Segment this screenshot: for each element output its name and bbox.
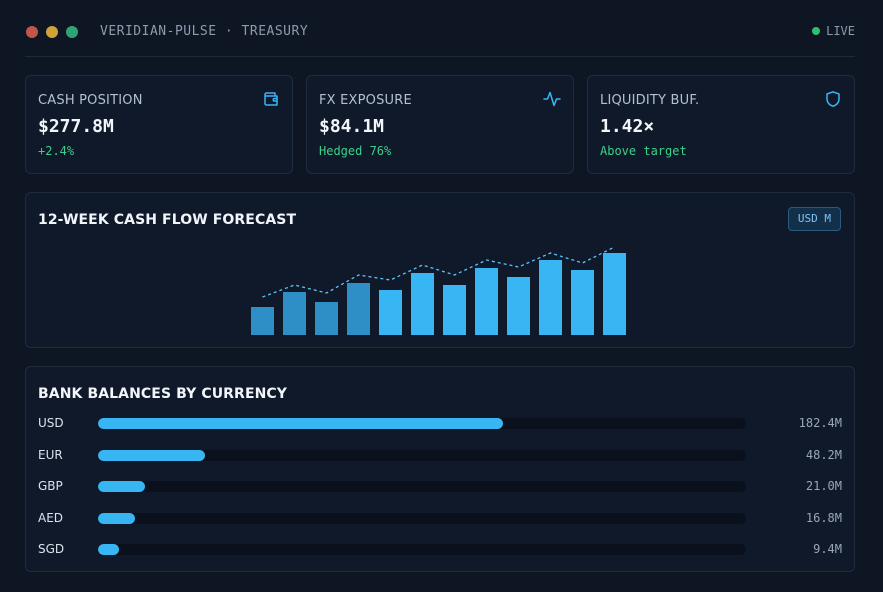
- balance-bar-track: [98, 481, 746, 492]
- forecast-bar: [539, 260, 562, 335]
- title-bar: VERIDIAN-PULSE · TREASURY LIVE: [0, 0, 883, 57]
- kpi-label: LIQUIDITY BUF.: [600, 93, 699, 108]
- kpi-value: $277.8M: [38, 116, 114, 137]
- kpi-value: 1.42×: [600, 116, 654, 137]
- activity-icon: [543, 90, 561, 108]
- balance-bar-fill: [98, 481, 145, 492]
- window-maximize-button[interactable]: [66, 26, 78, 38]
- wallet-icon: [262, 90, 280, 108]
- title-divider: [25, 56, 855, 57]
- balances-title: BANK BALANCES BY CURRENCY: [38, 386, 287, 402]
- balance-bar-track: [98, 513, 746, 524]
- forecast-bar: [411, 273, 434, 335]
- balance-row-usd: USD 182.4M: [38, 415, 842, 431]
- balance-bar-track: [98, 544, 746, 555]
- forecast-bar: [475, 268, 498, 335]
- kpi-card-fx-exposure: FX EXPOSURE $84.1M Hedged 76%: [306, 75, 574, 174]
- live-label: LIVE: [826, 24, 855, 38]
- forecast-panel: 12-WEEK CASH FLOW FORECAST USD M: [25, 192, 855, 348]
- currency-code: AED: [38, 510, 63, 526]
- kpi-card-cash-position: CASH POSITION $277.8M +2.4%: [25, 75, 293, 174]
- currency-code: USD: [38, 415, 64, 431]
- balance-bar-track: [98, 450, 746, 461]
- kpi-label: CASH POSITION: [38, 93, 143, 108]
- balance-amount: 21.0M: [806, 478, 842, 494]
- forecast-bar: [315, 302, 338, 335]
- balance-row-sgd: SGD 9.4M: [38, 541, 842, 557]
- kpi-value: $84.1M: [319, 116, 384, 137]
- balance-bar-fill: [98, 544, 119, 555]
- balance-bar-fill: [98, 450, 205, 461]
- balance-row-aed: AED 16.8M: [38, 510, 842, 526]
- app-title: VERIDIAN-PULSE · TREASURY: [100, 24, 308, 39]
- window-minimize-button[interactable]: [46, 26, 58, 38]
- bank-balances-panel: BANK BALANCES BY CURRENCY USD 182.4M EUR 48…: [25, 366, 855, 572]
- forecast-bar: [347, 283, 370, 335]
- balance-bar-fill: [98, 513, 135, 524]
- balance-amount: 48.2M: [806, 447, 842, 463]
- currency-code: SGD: [38, 541, 64, 557]
- window-close-button[interactable]: [26, 26, 38, 38]
- kpi-status: Above target: [600, 144, 687, 158]
- forecast-bar: [283, 292, 306, 335]
- balance-bar-track: [98, 418, 746, 429]
- balance-row-eur: EUR 48.2M: [38, 447, 842, 463]
- forecast-bar: [251, 307, 274, 335]
- balance-row-gbp: GBP 21.0M: [38, 478, 842, 494]
- balance-amount: 182.4M: [799, 415, 842, 431]
- forecast-bar: [443, 285, 466, 335]
- kpi-hedged: Hedged 76%: [319, 144, 391, 158]
- balance-bar-fill: [98, 418, 503, 429]
- live-dot-icon: [812, 27, 820, 35]
- forecast-bar: [571, 270, 594, 335]
- currency-code: GBP: [38, 478, 63, 494]
- balance-amount: 16.8M: [806, 510, 842, 526]
- forecast-bar: [603, 253, 626, 335]
- kpi-card-liquidity-buffer: LIQUIDITY BUF. 1.42× Above target: [587, 75, 855, 174]
- currency-code: EUR: [38, 447, 63, 463]
- forecast-bar: [507, 277, 530, 335]
- forecast-bar: [379, 290, 402, 335]
- kpi-label: FX EXPOSURE: [319, 93, 412, 108]
- live-indicator: LIVE: [812, 24, 855, 38]
- shield-icon: [824, 90, 842, 108]
- kpi-change: +2.4%: [38, 144, 74, 158]
- balance-amount: 9.4M: [813, 541, 842, 557]
- cash-flow-chart: [26, 193, 854, 347]
